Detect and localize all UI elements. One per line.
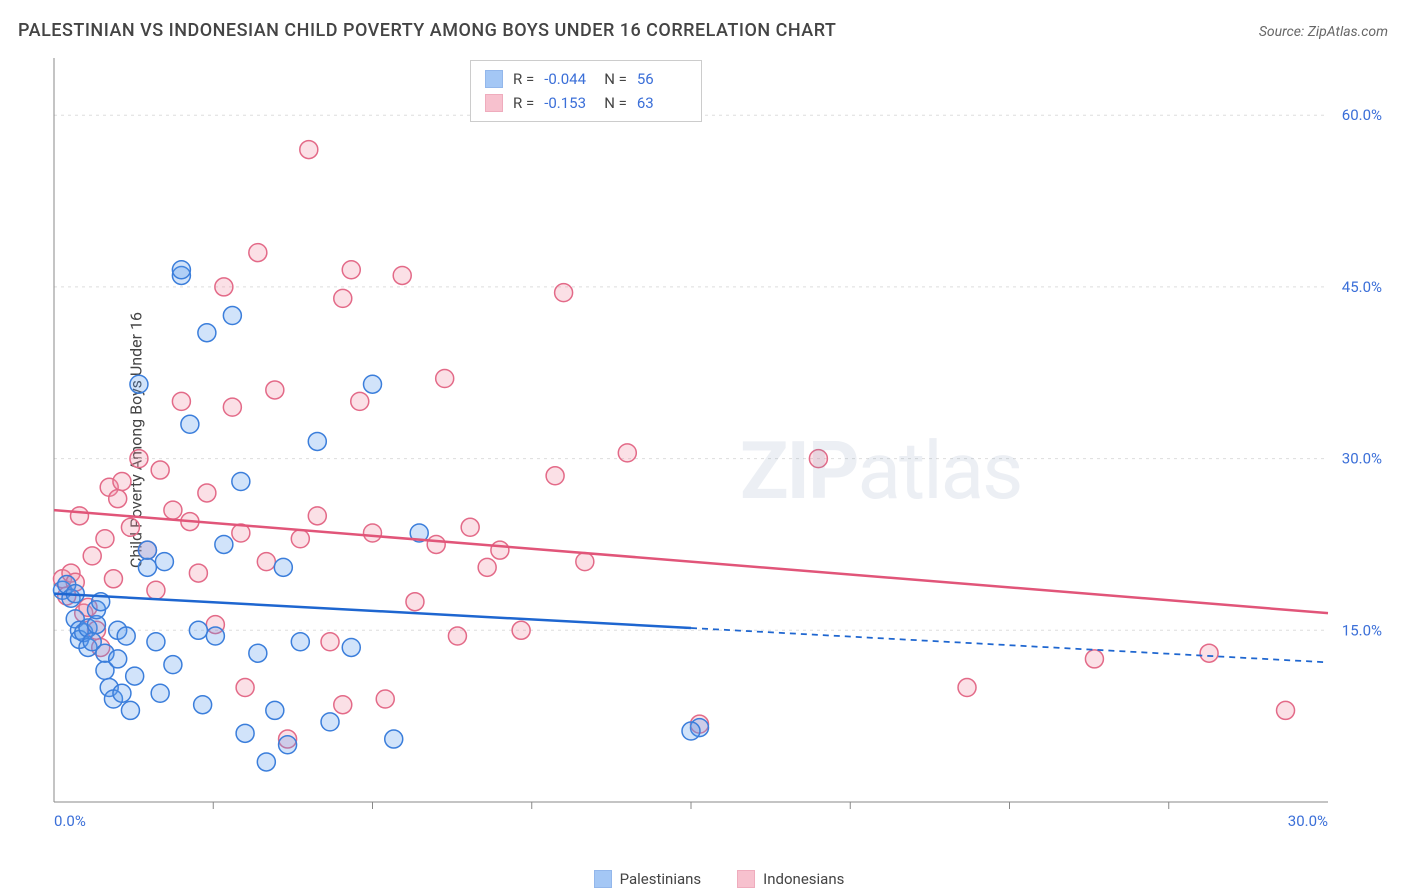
- svg-text:30.0%: 30.0%: [1288, 812, 1328, 830]
- stat-r-indonesians: -0.153: [544, 91, 594, 115]
- svg-text:60.0%: 60.0%: [1342, 106, 1382, 124]
- stat-n-label: N =: [604, 91, 627, 115]
- chart-container: PALESTINIAN VS INDONESIAN CHILD POVERTY …: [0, 0, 1406, 892]
- correlation-stats-box: R = -0.044 N = 56 R = -0.153 N = 63: [470, 60, 702, 122]
- svg-text:30.0%: 30.0%: [1342, 450, 1382, 468]
- svg-text:0.0%: 0.0%: [54, 812, 86, 830]
- legend-item-indonesians: Indonesians: [737, 870, 844, 888]
- source-value: ZipAtlas.com: [1308, 24, 1388, 40]
- stat-r-label: R =: [513, 91, 534, 115]
- stats-row-palestinians: R = -0.044 N = 56: [485, 67, 687, 91]
- swatch-indonesians-icon: [485, 94, 503, 112]
- chart-svg: 0.0% 30.0% 15.0% 30.0% 45.0% 60.0%: [50, 54, 1388, 834]
- stat-n-label: N =: [604, 67, 627, 91]
- swatch-palestinians-icon: [485, 70, 503, 88]
- stat-r-label: R =: [513, 67, 534, 91]
- plot-area: 0.0% 30.0% 15.0% 30.0% 45.0% 60.0% R = -0.044…: [50, 54, 1388, 834]
- stat-r-palestinians: -0.044: [544, 67, 594, 91]
- svg-text:15.0%: 15.0%: [1342, 621, 1382, 639]
- legend-bottom: Palestinians Indonesians: [50, 870, 1388, 888]
- legend-label-indonesians: Indonesians: [763, 870, 844, 888]
- swatch-palestinians-icon: [594, 870, 612, 888]
- legend-label-palestinians: Palestinians: [620, 870, 702, 888]
- stat-n-palestinians: 56: [637, 67, 687, 91]
- source-attribution: Source: ZipAtlas.com: [1259, 24, 1388, 40]
- source-label: Source:: [1259, 24, 1308, 40]
- svg-text:45.0%: 45.0%: [1342, 278, 1382, 296]
- stats-row-indonesians: R = -0.153 N = 63: [485, 91, 687, 115]
- chart-title: PALESTINIAN VS INDONESIAN CHILD POVERTY …: [18, 20, 836, 41]
- title-row: PALESTINIAN VS INDONESIAN CHILD POVERTY …: [18, 20, 1388, 41]
- legend-item-palestinians: Palestinians: [594, 870, 702, 888]
- stat-n-indonesians: 63: [637, 91, 687, 115]
- swatch-indonesians-icon: [737, 870, 755, 888]
